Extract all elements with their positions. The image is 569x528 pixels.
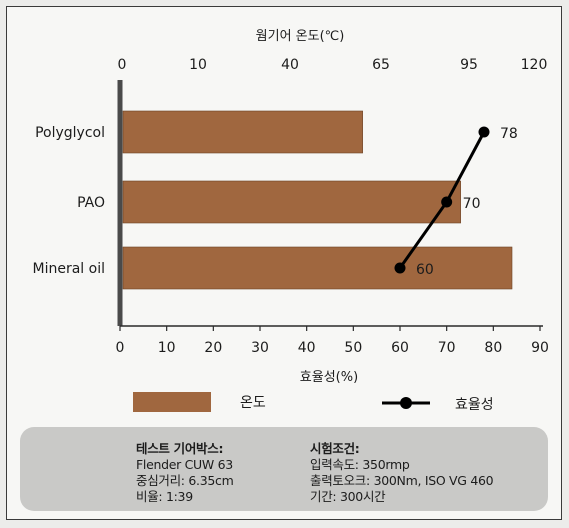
gearbox-line: Flender CUW 63	[136, 457, 233, 472]
bar	[122, 246, 513, 290]
test-conditions-heading: 시험조건:	[310, 441, 360, 456]
x-tick-label: 20	[204, 340, 222, 356]
category-label: Polyglycol	[35, 125, 105, 141]
x-axis-label: 효율성(%)	[300, 370, 358, 385]
x-tick-label: 70	[438, 340, 456, 356]
test-conditions-line: 출력토오크: 300Nm, ISO VG 460	[310, 473, 494, 488]
x-tick-label: 90	[531, 340, 549, 356]
x-tick-label: 10	[158, 340, 176, 356]
top-axis-label: 웜기어 온도(℃)	[256, 29, 345, 44]
gearbox-line: 중심거리: 6.35cm	[136, 473, 234, 488]
x-tick-label: 30	[251, 340, 269, 356]
efficiency-point	[441, 196, 453, 208]
top-tick-label: 10	[189, 57, 207, 73]
test-conditions-info: 시험조건: 입력속도: 350rmp 출력토오크: 300Nm, ISO VG …	[310, 441, 494, 505]
chart: 0 10 20 30 40 50 60 70 80 90 효율성(%) 0 10 40 65 95 120 웜기어…	[33, 29, 549, 385]
x-tick-label: 50	[344, 340, 362, 356]
bar	[122, 110, 363, 154]
efficiency-data-label: 60	[416, 262, 434, 278]
bar	[122, 180, 461, 224]
top-tick-label: 65	[372, 57, 390, 73]
category-label: PAO	[77, 195, 105, 211]
efficiency-point	[394, 262, 406, 274]
efficiency-point	[478, 126, 490, 138]
x-tick-label: 60	[391, 340, 409, 356]
test-conditions-line: 입력속도: 350rmp	[310, 457, 410, 472]
gearbox-heading: 테스트 기어박스:	[136, 441, 224, 456]
top-tick-label: 40	[281, 57, 299, 73]
test-conditions-panel: 테스트 기어박스: Flender CUW 63 중심거리: 6.35cm 비율…	[20, 427, 548, 511]
efficiency-data-label: 70	[463, 196, 481, 212]
category-label: Mineral oil	[33, 261, 105, 277]
gearbox-info: 테스트 기어박스: Flender CUW 63 중심거리: 6.35cm 비율…	[136, 441, 234, 505]
gearbox-line: 비율: 1:39	[136, 489, 193, 504]
x-tick-label: 0	[116, 340, 125, 356]
test-conditions-line: 기간: 300시간	[310, 489, 386, 504]
x-tick-label: 40	[298, 340, 316, 356]
top-tick-label: 95	[460, 57, 478, 73]
x-tick-label: 80	[484, 340, 502, 356]
top-tick-label: 120	[521, 57, 548, 73]
efficiency-data-label: 78	[500, 126, 518, 142]
top-tick-label: 0	[118, 57, 127, 73]
